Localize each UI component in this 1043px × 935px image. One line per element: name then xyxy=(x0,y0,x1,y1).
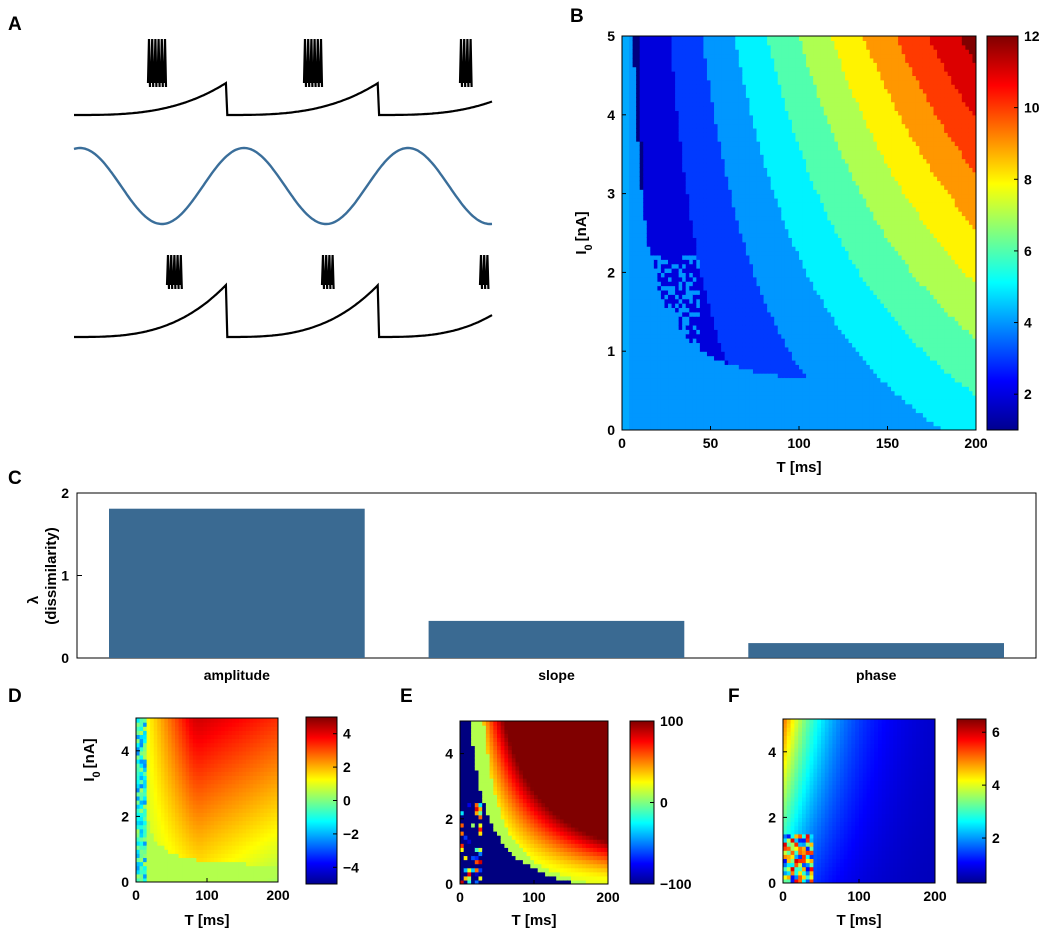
bar-phase xyxy=(748,643,1004,658)
panel-a-traces xyxy=(73,38,493,339)
colorbar-b-ticks: 2 4 6 8 10 12 xyxy=(1014,28,1040,402)
axD-xtick: 200 xyxy=(266,887,290,903)
axB-ytick: 5 xyxy=(607,28,615,44)
axE-xtick: 100 xyxy=(522,889,546,905)
sine-input-trace xyxy=(73,146,493,226)
panel-label-f: F xyxy=(728,686,740,707)
panel-label-d: D xyxy=(8,686,22,707)
heatmap-b-ylabel: I0[nA] xyxy=(573,211,595,254)
cbE-tick: 100 xyxy=(660,713,684,729)
cbB-tick: 8 xyxy=(1024,171,1032,187)
cbB-tick: 2 xyxy=(1024,386,1032,402)
heatmap-d: 0 100 200 0 2 4 T [ms] I0[nA] 4 2 0 −2 −4 xyxy=(81,716,359,929)
colorbar-b xyxy=(987,36,1018,430)
panel-label-a: A xyxy=(8,14,22,35)
bar-label-amplitude: amplitude xyxy=(204,667,270,683)
axB-ytick: 2 xyxy=(607,264,615,280)
axF-xtick: 100 xyxy=(847,888,871,904)
axD-ytick: 4 xyxy=(121,743,129,759)
cbF-tick: 6 xyxy=(992,724,1000,740)
heatmap-d-xlabel: T [ms] xyxy=(185,912,230,929)
axF-ytick: 4 xyxy=(768,744,776,760)
axE-ytick: 0 xyxy=(445,876,453,892)
cbF-tick: 2 xyxy=(992,830,1000,846)
axD-xtick: 100 xyxy=(195,887,219,903)
bar-slope xyxy=(428,620,685,658)
cbD-tick: 4 xyxy=(343,726,351,742)
axB-ytick: 3 xyxy=(607,186,615,202)
heatmap-f-xlabel: T [ms] xyxy=(837,912,882,929)
bar-label-phase: phase xyxy=(856,667,897,683)
bar-chart-c: amplitude slope phase 0 1 2 λ (dissimilarity… xyxy=(25,485,1037,683)
panel-label-c: C xyxy=(8,468,22,489)
bar-chart-c-ytick: 1 xyxy=(61,568,69,584)
axB-xtick: 150 xyxy=(876,435,900,451)
cbB-tick: 4 xyxy=(1024,315,1032,331)
cbB-tick: 6 xyxy=(1024,243,1032,259)
cbD-tick: −2 xyxy=(343,826,359,842)
panel-label-b: B xyxy=(570,6,584,27)
cbD-tick: 0 xyxy=(343,793,351,809)
axE-ytick: 4 xyxy=(445,746,453,762)
axE-xtick: 200 xyxy=(596,889,620,905)
heatmap-f: 0 100 200 0 2 4 T [ms] 6 4 2 xyxy=(768,718,1000,929)
axF-ytick: 0 xyxy=(768,875,776,891)
heatmap-b-image xyxy=(622,36,976,430)
heatmap-b-xlabel: T [ms] xyxy=(777,459,822,476)
bar-chart-c-ylabel: (dissimilarity) xyxy=(43,527,60,625)
axF-ytick: 2 xyxy=(768,809,776,825)
bar-chart-c-ytick: 2 xyxy=(61,485,69,501)
axE-xtick: 0 xyxy=(456,889,464,905)
axB-xtick: 200 xyxy=(964,435,988,451)
axF-xtick: 0 xyxy=(779,888,787,904)
colorbar-d xyxy=(306,717,337,884)
bar-chart-c-ylabel-symbol: λ xyxy=(25,595,42,604)
heatmap-e: 0 100 200 0 2 4 T [ms] 100 0 −100 xyxy=(445,713,692,929)
cbB-tick: 12 xyxy=(1024,28,1040,44)
axB-xtick: 50 xyxy=(703,435,719,451)
cbE-tick: 0 xyxy=(660,795,668,811)
axB-ytick: 1 xyxy=(607,343,615,359)
axD-xtick: 0 xyxy=(132,887,140,903)
panel-label-e: E xyxy=(400,686,413,707)
cbB-tick: 10 xyxy=(1024,100,1040,116)
bar-chart-c-ytick: 0 xyxy=(61,650,69,666)
axD-ytick: 2 xyxy=(121,808,129,824)
axF-xtick: 200 xyxy=(923,888,947,904)
cbE-tick: −100 xyxy=(660,876,692,892)
heatmap-b-axes: 0 50 100 150 200 0 1 2 3 4 5 xyxy=(607,28,988,451)
cbF-tick: 4 xyxy=(992,777,1000,793)
heatmap-d-ylabel: I0[nA] xyxy=(81,738,103,781)
axD-ytick: 0 xyxy=(121,874,129,890)
axB-xtick: 0 xyxy=(618,435,626,451)
cbD-tick: −4 xyxy=(343,859,359,875)
bar-label-slope: slope xyxy=(538,667,575,683)
axB-xtick: 100 xyxy=(787,435,811,451)
colorbar-f xyxy=(957,719,986,883)
axB-ytick: 4 xyxy=(607,107,615,123)
cbD-tick: 2 xyxy=(343,759,351,775)
axB-ytick: 0 xyxy=(607,422,615,438)
bar-amplitude xyxy=(109,508,365,658)
voltage-trace-top xyxy=(74,38,493,117)
heatmap-e-xlabel: T [ms] xyxy=(512,912,557,929)
axE-ytick: 2 xyxy=(445,811,453,827)
voltage-trace-bottom xyxy=(74,254,493,339)
